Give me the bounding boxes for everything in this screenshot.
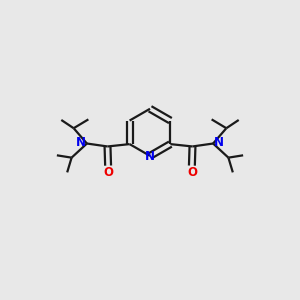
Text: N: N bbox=[76, 136, 86, 149]
Text: O: O bbox=[103, 166, 113, 178]
Text: O: O bbox=[187, 166, 197, 178]
Text: N: N bbox=[214, 136, 224, 149]
Text: N: N bbox=[145, 150, 155, 163]
